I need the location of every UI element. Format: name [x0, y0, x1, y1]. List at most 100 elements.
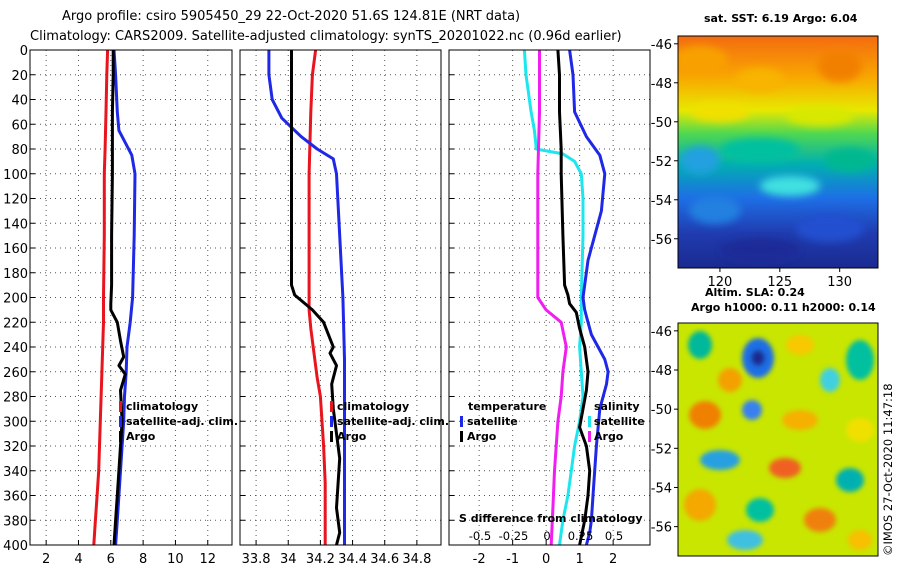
x-tick-label: 12 — [199, 552, 216, 567]
series-line-argo — [109, 50, 127, 546]
sst-patch — [786, 106, 854, 126]
x-tick-label: 1 — [576, 552, 584, 567]
legend-swatch-satellite — [330, 416, 333, 427]
sst-patch — [736, 68, 784, 92]
y-tick-label: 280 — [3, 391, 28, 406]
difference-legend: temperature satellite Argo salinity sate… — [459, 400, 645, 525]
x-tick-label: -1 — [506, 552, 519, 567]
secondary-x-tick-label: 0 — [543, 529, 550, 543]
x-tick-label: 33.8 — [242, 552, 271, 567]
sst-patch — [678, 46, 728, 74]
legend-label-climatology: climatology — [126, 400, 198, 413]
sla-y-tick-label: -56 — [651, 521, 672, 536]
legend-label-climatology: climatology — [337, 400, 409, 413]
legend-swatch-temp-argo — [460, 431, 463, 442]
sst-y-tick-label: -54 — [651, 194, 672, 209]
y-tick-label: 340 — [3, 465, 28, 480]
y-tick-label: 140 — [3, 217, 28, 232]
salinity-legend: climatology satellite-adj. clim. Argo — [330, 400, 449, 443]
sst-patch — [720, 138, 800, 162]
series-line-satellite-adj-clim- — [267, 50, 346, 545]
sla-y-tick-label: -48 — [651, 364, 672, 379]
series-line-climatology — [92, 49, 110, 546]
legend-label-argo: Argo — [337, 430, 367, 443]
legend-heading-salinity: salinity — [594, 400, 640, 413]
sla-title-2: Argo h1000: 0.11 h2000: 0.14 — [691, 301, 876, 314]
title-line-1: Argo profile: csiro 5905450_29 22-Oct-20… — [62, 9, 520, 24]
sst-y-tick-label: -56 — [651, 233, 672, 248]
series-line-satellite-adj-clim- — [112, 49, 137, 546]
y-tick-label: 220 — [3, 316, 28, 331]
sst-y-tick-label: -52 — [651, 155, 672, 170]
sst-y-tick-label: -48 — [651, 77, 672, 92]
legend-label-satellite: satellite-adj. clim. — [126, 415, 238, 428]
sst-patch — [690, 102, 750, 122]
salinity-panel: 33.8 34 34.2 34.4 34.6 34.8 — [239, 49, 442, 567]
series-line-climatology — [307, 49, 327, 545]
sla-patch — [786, 335, 814, 355]
sla-patch — [746, 498, 774, 522]
secondary-axis-label: S difference from climatology — [459, 512, 643, 525]
x-tick-label: 4 — [74, 552, 82, 567]
x-tick-label: 2 — [609, 552, 617, 567]
y-tick-label: 0 — [20, 44, 28, 59]
legend-swatch-argo — [330, 431, 333, 442]
x-tick-label: 6 — [107, 552, 115, 567]
x-tick-label: 34.8 — [402, 552, 431, 567]
sst-eddies — [678, 46, 876, 262]
sst-frame — [677, 35, 879, 269]
sla-patch — [782, 410, 818, 430]
sst-patch — [796, 214, 864, 242]
x-tick-label: 34.6 — [370, 552, 399, 567]
sla-patch — [688, 331, 712, 359]
legend-heading-temperature: temperature — [468, 400, 546, 413]
sla-patch — [742, 400, 762, 420]
sst-patch — [818, 50, 862, 82]
x-tick-label: 34.4 — [338, 552, 367, 567]
sla-y-tick-label: -54 — [651, 481, 672, 496]
sst-patch — [680, 146, 720, 174]
sla-axes: -46 -48 -50 -52 -54 -56 — [651, 325, 678, 536]
sla-patch — [684, 489, 716, 521]
sla-patch — [727, 530, 763, 550]
sst-x-tick-label: 125 — [767, 275, 792, 290]
sla-title-1: Altim. SLA: 0.24 — [705, 286, 805, 299]
legend-label-argo: Argo — [126, 430, 156, 443]
y-tick-label: 100 — [3, 168, 28, 183]
sla-patch — [689, 401, 721, 429]
legend-swatch-sal-satellite — [588, 416, 591, 427]
sla-patch — [769, 458, 801, 478]
sla-patch — [700, 450, 740, 470]
y-tick-label: 60 — [11, 118, 28, 133]
sla-patch — [718, 368, 742, 392]
legend-label-sal-argo: Argo — [594, 430, 624, 443]
y-tick-label: 400 — [3, 539, 28, 554]
temperature-panel: 2 4 6 8 10 1202040608010012014016018020022024… — [3, 44, 233, 567]
x-tick-label: 34.2 — [306, 552, 335, 567]
legend-swatch-climatology — [119, 401, 122, 412]
sst-axes: -46 -48 -50 -52 -54 -56 120 125 130 — [651, 38, 852, 290]
sst-title: sat. SST: 6.19 Argo: 6.04 — [704, 12, 858, 25]
y-tick-label: 380 — [3, 514, 28, 529]
sst-heatmap — [678, 36, 878, 268]
difference-panel: -2 -1 0 1 2 -0.5 -0.25 0 0.25 0.5 — [448, 49, 651, 567]
y-tick-label: 40 — [11, 94, 28, 109]
sst-y-tick-label: -46 — [651, 38, 672, 53]
sla-patch — [804, 508, 836, 532]
sla-y-tick-label: -46 — [651, 325, 672, 340]
x-tick-label: -2 — [473, 552, 486, 567]
legend-swatch-argo — [119, 431, 122, 442]
secondary-x-tick-label: -0.25 — [499, 529, 529, 543]
sst-x-tick-label: 130 — [827, 275, 852, 290]
y-tick-label: 160 — [3, 242, 28, 257]
y-tick-label: 240 — [3, 341, 28, 356]
sst-patch — [720, 238, 800, 262]
sla-patch — [848, 530, 872, 550]
sla-heatmap — [678, 323, 878, 556]
secondary-x-tick-label: 0.25 — [568, 529, 594, 543]
sla-features — [684, 331, 874, 550]
y-tick-label: 200 — [3, 292, 28, 307]
sla-background — [678, 323, 878, 556]
title-line-2: Climatology: CARS2009. Satellite-adjuste… — [30, 29, 622, 44]
